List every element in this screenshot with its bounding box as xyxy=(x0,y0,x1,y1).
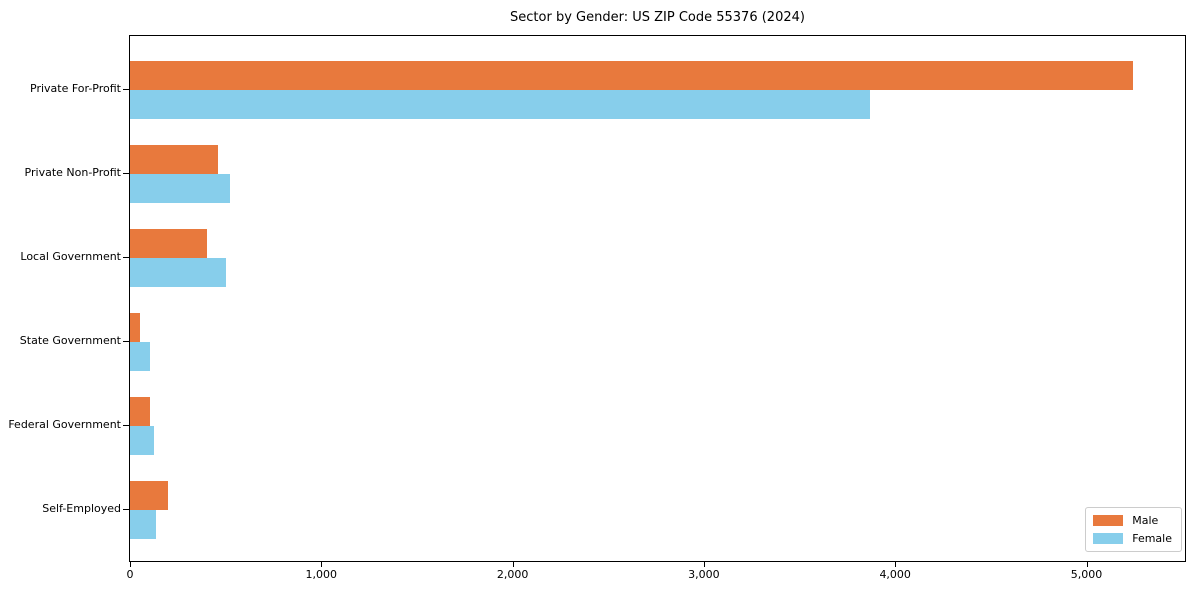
x-tick-mark xyxy=(703,562,705,567)
y-tick-mark xyxy=(123,341,129,342)
y-tick-mark xyxy=(123,257,129,258)
bar-male-local-government xyxy=(130,229,207,258)
y-tick-label-local-government: Local Government xyxy=(20,250,121,263)
bar-female-self-employed xyxy=(130,510,156,539)
y-tick-mark xyxy=(123,173,129,174)
bar-male-state-government xyxy=(130,313,140,342)
x-tick-label-4000: 4,000 xyxy=(879,568,911,581)
x-tick-label-1000: 1,000 xyxy=(305,568,338,581)
x-tick-mark xyxy=(895,562,897,567)
x-tick-mark xyxy=(321,562,323,567)
legend-swatch-male xyxy=(1093,515,1124,526)
bar-male-federal-government xyxy=(130,397,151,426)
legend-item-female: Female xyxy=(1093,532,1172,545)
bar-female-state-government xyxy=(130,342,151,371)
chart-title: Sector by Gender: US ZIP Code 55376 (202… xyxy=(510,10,805,25)
x-tick-label-0: 0 xyxy=(126,568,134,581)
bar-female-private-for-profit xyxy=(130,90,871,119)
x-tick-label-5000: 5,000 xyxy=(1070,568,1103,581)
bar-female-local-government xyxy=(130,258,226,287)
x-tick-mark xyxy=(1086,562,1088,567)
y-tick-mark xyxy=(123,425,129,426)
bar-female-private-non-profit xyxy=(130,174,230,203)
bar-male-private-non-profit xyxy=(130,145,218,174)
y-tick-label-private-for-profit: Private For-Profit xyxy=(30,82,121,95)
x-tick-label-3000: 3,000 xyxy=(688,568,720,581)
legend-swatch-female xyxy=(1093,533,1124,544)
y-tick-mark xyxy=(123,509,129,510)
x-tick-label-2000: 2,000 xyxy=(496,568,529,581)
y-tick-label-state-government: State Government xyxy=(19,334,121,347)
legend: Male Female xyxy=(1085,507,1182,552)
legend-label-female: Female xyxy=(1132,532,1172,545)
y-tick-label-private-non-profit: Private Non-Profit xyxy=(24,166,121,179)
bar-male-private-for-profit xyxy=(130,61,1134,90)
legend-item-male: Male xyxy=(1093,514,1172,527)
y-tick-mark xyxy=(123,89,129,90)
x-tick-mark xyxy=(512,562,514,567)
y-tick-label-self-employed: Self-Employed xyxy=(42,502,121,515)
x-tick-mark xyxy=(130,562,131,567)
bar-female-federal-government xyxy=(130,426,154,455)
plot-area: Male Female xyxy=(129,35,1186,562)
bar-male-self-employed xyxy=(130,481,169,510)
y-tick-label-federal-government: Federal Government xyxy=(8,418,121,431)
legend-label-male: Male xyxy=(1132,514,1159,527)
